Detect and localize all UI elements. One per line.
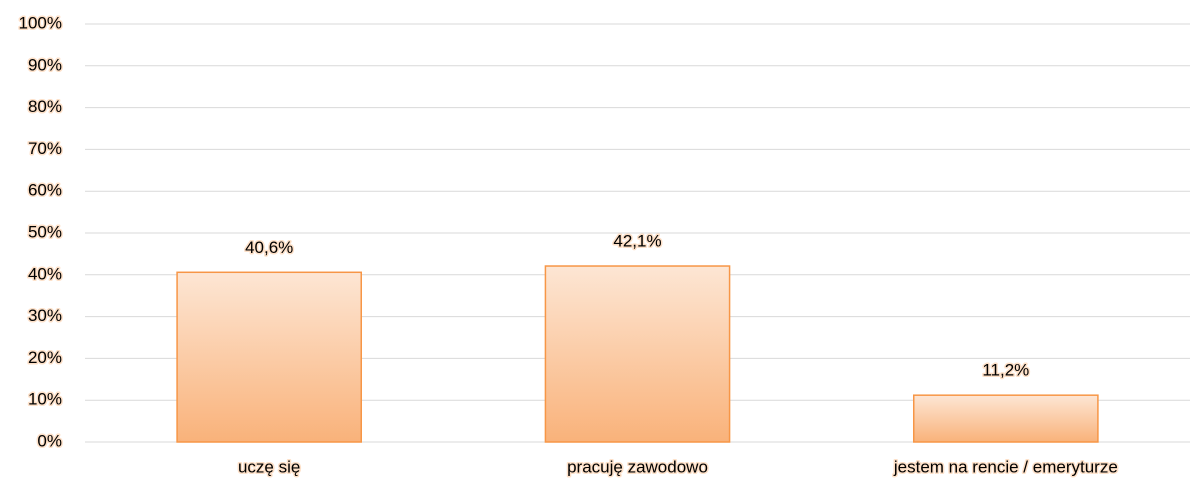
- bar: [176, 271, 362, 443]
- value-label: 42,1%: [613, 232, 661, 251]
- y-tick-label: 90%: [28, 55, 62, 74]
- bar: [913, 394, 1099, 443]
- x-tick-label: uczę się: [238, 457, 300, 476]
- y-tick-label: 100%: [19, 13, 62, 32]
- y-tick-label: 0%: [37, 431, 62, 450]
- x-tick-label: pracuję zawodowo: [567, 457, 708, 476]
- y-tick-label: 20%: [28, 348, 62, 367]
- y-tick-label: 50%: [28, 222, 62, 241]
- y-tick-label: 40%: [28, 264, 62, 283]
- x-tick-label: jestem na rencie / emeryturze: [893, 457, 1118, 476]
- bar: [544, 265, 731, 443]
- y-tick-label: 10%: [28, 390, 62, 409]
- y-tick-label: 70%: [28, 139, 62, 158]
- value-label: 11,2%: [982, 361, 1029, 380]
- y-tick-label: 30%: [28, 306, 62, 325]
- y-tick-label: 80%: [28, 97, 62, 116]
- value-label: 40,6%: [245, 238, 293, 257]
- y-tick-label: 60%: [28, 181, 62, 200]
